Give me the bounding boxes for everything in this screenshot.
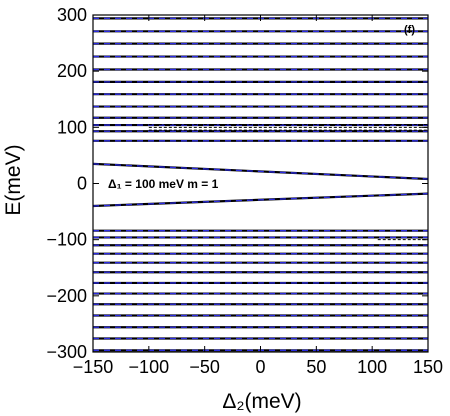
x-tick-label: −100 xyxy=(129,357,170,377)
x-tick-label: −50 xyxy=(189,357,220,377)
x-tick-label: −150 xyxy=(73,357,114,377)
x-tick-label: 150 xyxy=(413,357,443,377)
y-tick-label: 0 xyxy=(77,174,87,194)
y-tick-label: 300 xyxy=(57,5,87,25)
y-tick-label: 200 xyxy=(57,61,87,81)
y-tick-label: 100 xyxy=(57,117,87,137)
ticks-layer: −150 −100 −50 0 50 100 150 −300 −200 −100 0 100 200 3… xyxy=(46,5,443,377)
panel-label: (f) xyxy=(404,24,415,36)
y-axis-label: E(meV) xyxy=(2,144,25,215)
dashed-layer xyxy=(148,124,428,241)
x-tick-label: 0 xyxy=(255,357,265,377)
y-tick-label: −200 xyxy=(46,286,87,306)
x-tick-label: 100 xyxy=(357,357,387,377)
x-axis-label: Δ₂(meV) xyxy=(222,390,301,413)
energy-level-dashed xyxy=(92,163,429,180)
y-tick-label: −100 xyxy=(46,230,87,250)
levels-layer xyxy=(92,17,429,352)
y-tick-label: −300 xyxy=(46,342,87,362)
annotation-text: Δ₁ = 100 meV m = 1 xyxy=(108,177,219,191)
energy-level-dashed xyxy=(92,192,429,207)
x-tick-label: 50 xyxy=(306,357,326,377)
